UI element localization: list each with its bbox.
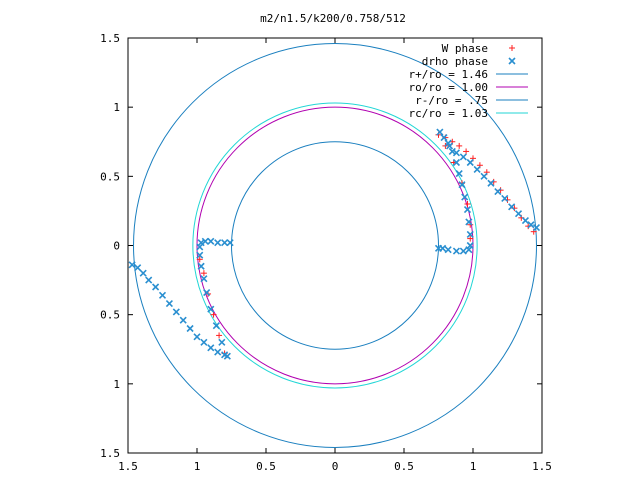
legend-marker-0	[509, 45, 515, 51]
point-1-18	[445, 142, 454, 150]
point-1-51	[203, 288, 211, 297]
point-1-44	[207, 344, 215, 352]
chart-title: m2/n1.5/k200/0.758/512	[260, 12, 406, 25]
point-1-31	[532, 223, 541, 232]
legend-label-circle-3: rc/ro = 1.03	[409, 107, 488, 120]
point-1-25	[494, 187, 502, 196]
legend-label-circle-0: r+/ro = 1.46	[409, 68, 488, 81]
y-tick-label-1: 1	[113, 101, 120, 114]
point-1-42	[193, 333, 201, 341]
circles-layer	[133, 43, 537, 448]
point-1-57	[201, 237, 209, 245]
point-1-48	[218, 338, 226, 346]
y-tick-label-4: 0.5	[100, 309, 120, 322]
y-tick-label-6: 1.5	[100, 447, 120, 460]
point-0-20	[467, 235, 474, 242]
circle-1	[196, 106, 474, 385]
point-1-58	[207, 237, 215, 245]
point-1-23	[480, 172, 488, 180]
point-1-20	[459, 153, 467, 161]
x-tick-label-2: 0.5	[256, 460, 276, 473]
y-tick-label-0: 1.5	[100, 32, 120, 45]
legend-label-circle-1: ro/ro = 1.00	[409, 81, 488, 94]
point-0-18	[464, 201, 471, 207]
point-1-5	[455, 170, 463, 178]
y-tick-label-2: 0.5	[100, 170, 120, 183]
point-1-15	[444, 246, 452, 254]
point-1-47	[223, 352, 231, 360]
legend-label-W-phase: W phase	[442, 42, 488, 55]
point-1-9	[465, 218, 473, 226]
point-1-35	[145, 276, 153, 284]
point-1-14	[452, 247, 461, 255]
point-1-26	[501, 194, 509, 203]
point-1-28	[514, 210, 523, 218]
point-0-25	[200, 270, 207, 277]
point-1-1	[440, 134, 448, 142]
point-1-52	[200, 275, 208, 283]
point-1-54	[196, 251, 204, 259]
point-1-50	[207, 305, 215, 313]
point-1-53	[197, 262, 205, 270]
point-1-17	[434, 244, 443, 252]
point-1-27	[508, 203, 516, 211]
point-1-22	[473, 165, 481, 173]
x-tick-label-5: 1	[470, 460, 477, 473]
x-tick-label-6: 1.5	[532, 460, 552, 473]
point-1-8	[463, 205, 472, 214]
circle-2	[231, 141, 439, 350]
point-1-10	[466, 230, 474, 238]
point-1-60	[221, 239, 229, 247]
point-1-29	[521, 217, 530, 225]
x-tick-label-4: 0.5	[394, 460, 414, 473]
point-1-7	[461, 193, 469, 201]
point-1-40	[179, 316, 187, 324]
point-1-39	[172, 308, 180, 316]
point-1-32	[128, 261, 136, 269]
y-tick-label-5: 1	[113, 378, 120, 391]
point-1-43	[200, 338, 208, 346]
point-1-13	[459, 247, 467, 255]
ticks-layer: 1.5 1 0.5 0 0.5 1 1.51.510.500.511.5	[100, 32, 552, 473]
point-1-34	[139, 269, 147, 277]
point-0-4	[463, 148, 470, 155]
point-1-45	[214, 348, 222, 356]
point-1-61	[226, 239, 234, 247]
point-0-22	[216, 332, 223, 339]
point-1-19	[452, 149, 461, 157]
point-1-38	[165, 300, 173, 308]
point-1-41	[186, 324, 194, 333]
circle-0	[133, 43, 537, 448]
point-0-23	[210, 311, 217, 318]
point-1-3	[448, 147, 456, 155]
x-tick-label-1: 1	[194, 460, 201, 473]
point-1-37	[158, 291, 167, 299]
point-1-24	[487, 179, 495, 187]
legend-label-drho-phase: drho phase	[422, 55, 488, 68]
point-1-30	[527, 221, 535, 229]
x-tick-label-0: 1.5	[118, 460, 138, 473]
point-0-26	[196, 256, 203, 263]
x-tick-label-3: 0	[332, 460, 339, 473]
point-1-0	[436, 128, 444, 136]
point-0-3	[456, 142, 463, 149]
legend-label-circle-2: r-/ro = .75	[415, 94, 488, 107]
legend-marker-1	[508, 57, 516, 65]
point-1-4	[452, 158, 461, 167]
point-1-55	[196, 243, 204, 251]
point-1-59	[214, 239, 222, 247]
point-1-21	[466, 158, 474, 167]
point-1-33	[134, 264, 142, 272]
point-1-6	[458, 181, 466, 189]
point-1-11	[466, 241, 474, 250]
y-tick-label-3: 0	[113, 240, 120, 253]
point-1-49	[212, 322, 220, 330]
circle-3	[192, 102, 478, 389]
points-layer	[128, 128, 541, 360]
point-1-56	[197, 239, 205, 247]
point-1-36	[152, 283, 160, 291]
point-1-12	[465, 246, 473, 254]
